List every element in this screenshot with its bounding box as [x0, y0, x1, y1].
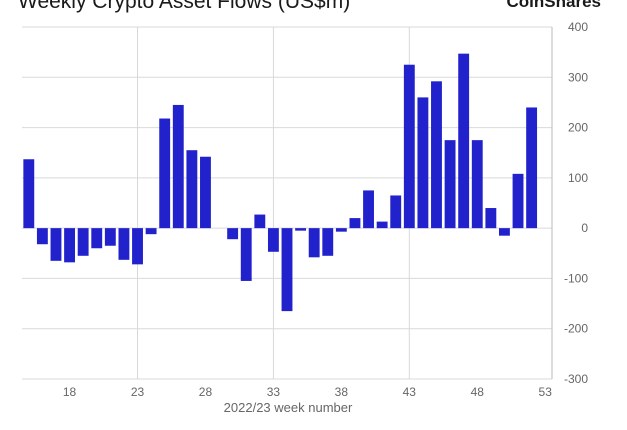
x-tick-label: 18	[63, 385, 77, 399]
bar-week-25	[159, 118, 171, 229]
bar-week-23	[132, 228, 143, 265]
bar-week-51	[512, 173, 524, 229]
bar-week-43	[403, 64, 415, 229]
bar-week-21	[104, 228, 116, 246]
bar-week-47	[458, 53, 470, 229]
bar-week-41	[376, 221, 388, 229]
bar-week-26	[172, 104, 184, 229]
x-tick-label: 28	[199, 385, 213, 399]
bar-week-42	[390, 195, 402, 229]
bar-week-31	[240, 228, 252, 281]
bar-week-48	[471, 140, 483, 229]
x-tick-label: 48	[471, 385, 485, 399]
y-tick-label: -300	[564, 372, 588, 386]
bar-week-36	[308, 228, 320, 258]
chart-title: Weekly Crypto Asset Flows (US$m)	[18, 0, 351, 13]
bar-week-16	[36, 228, 48, 245]
bar-week-44	[417, 97, 429, 229]
bar-week-28	[200, 156, 211, 229]
x-tick-label: 43	[403, 385, 417, 399]
bar-week-39	[349, 218, 361, 229]
y-tick-label: 0	[581, 221, 588, 235]
bar-week-17	[50, 228, 62, 261]
bar-week-37	[322, 228, 334, 256]
bar-week-19	[77, 228, 89, 256]
bar-week-50	[499, 228, 510, 236]
y-tick-label: 400	[568, 20, 588, 34]
bar-week-40	[363, 190, 374, 229]
y-tick-label: -100	[564, 271, 588, 285]
y-tick-label: 100	[568, 171, 588, 185]
bar-week-34	[281, 228, 293, 312]
bar-week-24	[145, 228, 157, 235]
x-tick-label: 53	[539, 385, 553, 399]
bar-week-52	[526, 107, 538, 229]
bar-week-49	[485, 208, 497, 229]
brand-logo: CoinShares	[506, 0, 601, 11]
x-tick-label: 33	[267, 385, 281, 399]
bar-week-22	[118, 228, 130, 260]
y-tick-label: 300	[568, 70, 588, 84]
bar-week-46	[444, 140, 456, 229]
bar-week-30	[227, 228, 239, 240]
bar-week-45	[431, 81, 442, 229]
x-tick-label: 23	[131, 385, 145, 399]
bar-week-27	[186, 150, 198, 229]
bar-week-15	[23, 159, 35, 229]
bar-week-18	[64, 228, 75, 263]
y-tick-label: -200	[564, 322, 588, 336]
bar-week-38	[335, 228, 347, 232]
x-axis-label: 2022/23 week number	[224, 400, 353, 415]
bar-week-35	[295, 228, 307, 231]
y-tick-label: 200	[568, 121, 588, 135]
bar-week-20	[91, 228, 103, 249]
bar-week-32	[254, 214, 266, 229]
bar-week-33	[267, 228, 279, 252]
x-tick-label: 38	[335, 385, 349, 399]
